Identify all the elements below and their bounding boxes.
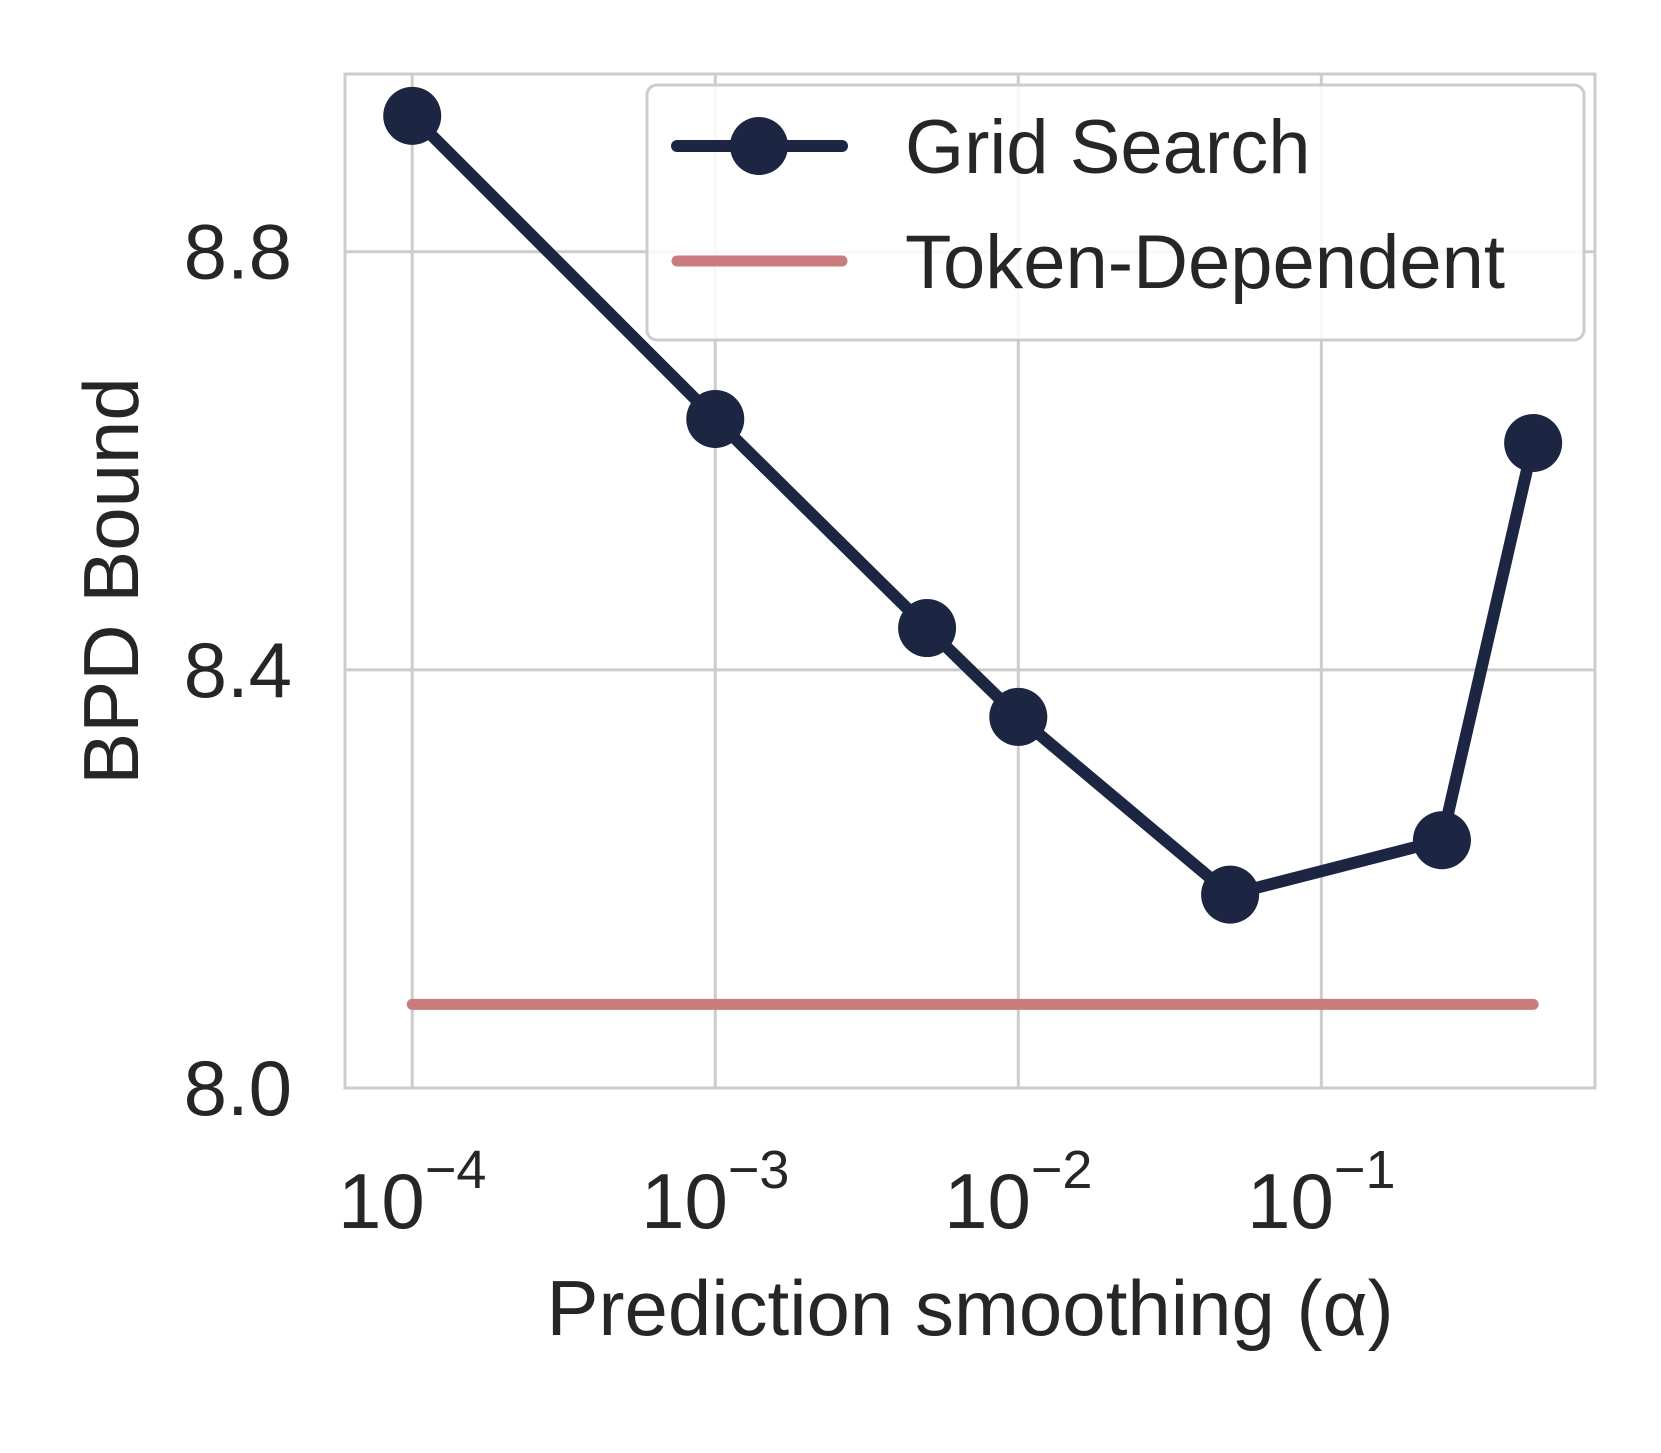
y-tick-label-2: 8.8 <box>184 208 292 296</box>
data-point-grid-search-4 <box>1201 866 1259 924</box>
data-point-grid-search-6 <box>1504 414 1562 472</box>
legend-label-grid-search: Grid Search <box>905 105 1311 190</box>
y-tick-label-0: 8.0 <box>184 1044 292 1132</box>
x-tick-label-1: 10−3 <box>641 1140 789 1245</box>
y-tick-labels: 8.0 8.4 8.8 <box>184 208 292 1132</box>
data-point-grid-search-3 <box>989 688 1047 746</box>
data-point-grid-search-2 <box>898 599 956 657</box>
x-tick-labels: 10−4 10−3 10−2 10−1 <box>338 1140 1395 1245</box>
data-point-grid-search-0 <box>383 87 441 145</box>
data-point-grid-search-1 <box>686 390 744 448</box>
legend: Grid Search Token-Dependent <box>647 85 1584 340</box>
legend-marker-grid-search <box>730 117 788 175</box>
y-axis-label: BPD Bound <box>67 377 155 785</box>
x-tick-label-3: 10−1 <box>1247 1140 1395 1245</box>
legend-label-token-dependent: Token-Dependent <box>905 220 1505 305</box>
y-tick-label-1: 8.4 <box>184 626 292 714</box>
data-point-grid-search-5 <box>1413 811 1471 869</box>
x-axis-label: Prediction smoothing (α) <box>546 1264 1393 1352</box>
x-tick-label-0: 10−4 <box>338 1140 486 1245</box>
x-tick-label-2: 10−2 <box>944 1140 1092 1245</box>
